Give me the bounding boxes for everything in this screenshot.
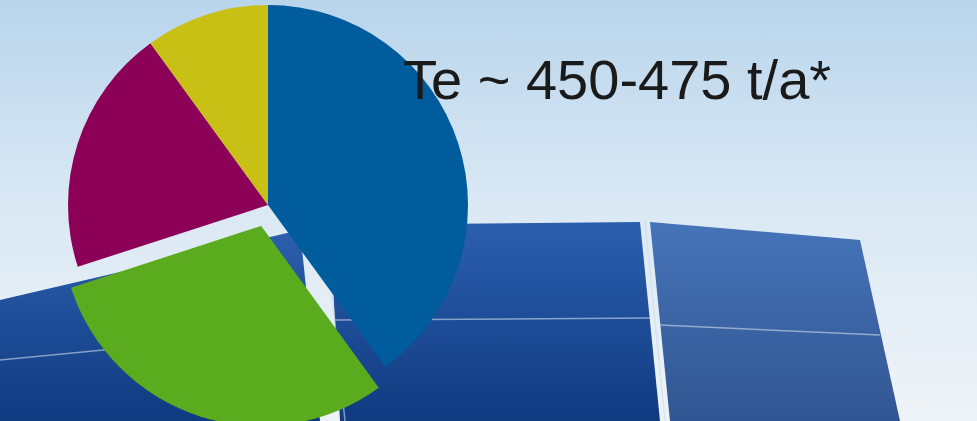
svg-text:Te ~ 450-475 t/a*: Te ~ 450-475 t/a* <box>403 48 831 111</box>
